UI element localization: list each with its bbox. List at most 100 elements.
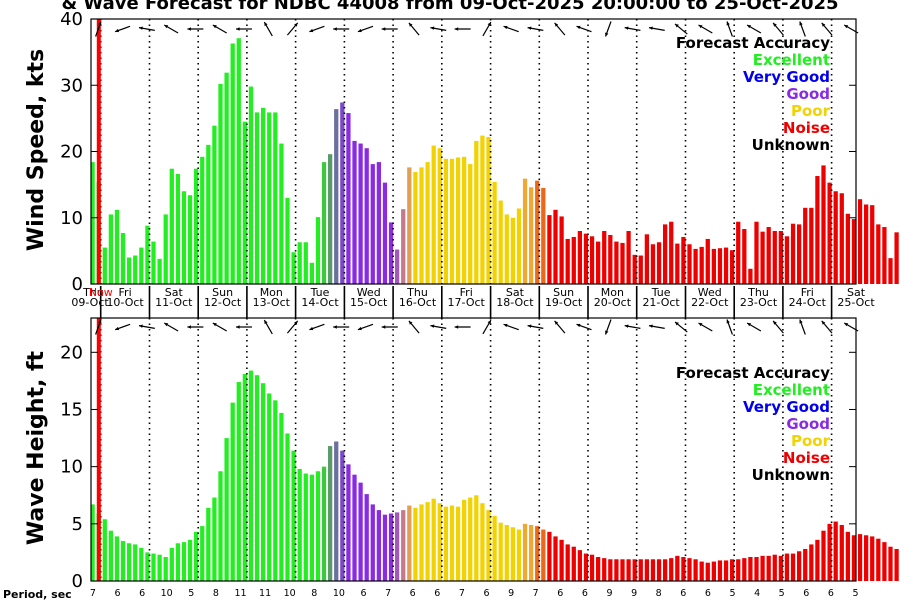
wind-direction-arrow (746, 24, 762, 34)
wind-direction-arrow (286, 22, 299, 36)
wave-height-bar (857, 534, 863, 581)
wind-speed-bar (358, 143, 363, 284)
wave-height-bar (462, 499, 467, 581)
wave-height-bar (492, 515, 497, 581)
wind-speed-bar (827, 182, 832, 284)
wind-speed-bar (894, 232, 899, 284)
wave-direction-arrow (674, 321, 688, 333)
wave-height-tick-label: 15 (60, 399, 83, 420)
wind-speed-bar (809, 207, 814, 284)
wind-speed-bar (888, 258, 893, 284)
wind-speed-bar (157, 258, 162, 284)
wave-height-bar (133, 544, 138, 581)
wave-height-bar (772, 554, 777, 581)
wind-speed-tick-label: 40 (60, 9, 83, 30)
wave-direction-arrow (482, 319, 492, 335)
wave-height-bar (559, 539, 564, 581)
wind-speed-bar (754, 221, 759, 284)
wave-height-bar (845, 531, 850, 581)
wave-direction-arrow (187, 325, 204, 329)
wave-height-bar (455, 506, 461, 581)
wind-speed-bar (486, 136, 491, 284)
wave-direction-arrow (430, 324, 447, 329)
wind-speed-bar (206, 144, 211, 285)
wave-height-bar (303, 473, 308, 581)
day-date-label: 14-Oct (301, 296, 339, 309)
period-value: 6 (360, 588, 366, 599)
wind-speed-bar (455, 157, 461, 284)
wave-height-bar (321, 466, 327, 581)
wave-height-bar (194, 531, 199, 581)
wind-speed-bar (815, 176, 820, 284)
wave-height-bar (711, 561, 716, 581)
wind-speed-bar (352, 140, 357, 284)
wave-height-bar (650, 559, 656, 581)
wind-speed-bar (449, 158, 455, 284)
legend-title: Forecast Accuracy (676, 364, 830, 382)
period-value: 7 (533, 588, 539, 599)
wind-direction-arrow (138, 26, 155, 31)
wave-direction-arrow (236, 325, 252, 329)
wind-direction-arrow (482, 21, 492, 37)
wind-speed-bar (474, 140, 479, 284)
wind-speed-bar (133, 255, 138, 284)
wave-direction-arrow (309, 323, 325, 331)
wind-speed-bar (437, 148, 442, 284)
day-date-label: 09-Oct (71, 296, 109, 309)
wind-speed-bar (431, 145, 436, 284)
wind-speed-bar (395, 249, 400, 284)
wave-height-bar (468, 497, 473, 581)
wind-speed-bar (845, 213, 850, 284)
wind-speed-bar (273, 112, 278, 284)
wind-speed-bar (839, 193, 844, 284)
wind-direction-arrows (95, 21, 859, 37)
wind-direction-arrow (263, 21, 273, 37)
day-name-label: Wed (698, 286, 722, 299)
wind-speed-bar (498, 200, 503, 284)
day-date-label: 20-Oct (594, 296, 632, 309)
wave-height-bar (687, 558, 692, 581)
legend-item-very-good: Very Good (743, 68, 830, 86)
wave-direction-arrow (604, 319, 612, 335)
day-date-label: 24-Oct (789, 296, 827, 309)
day-date-label: 13-Oct (253, 296, 291, 309)
wave-height-bar (218, 471, 223, 581)
wind-speed-bar (364, 148, 369, 284)
wind-speed-tick-label: 0 (72, 274, 83, 295)
wave-height-bar (181, 542, 187, 581)
wave-direction-arrow (698, 322, 713, 332)
wave-height-bar (145, 552, 150, 581)
wind-speed-bar (730, 250, 735, 284)
period-value: 6 (705, 588, 711, 599)
wind-speed-bar (632, 254, 637, 284)
wave-height-bar (833, 521, 838, 581)
wave-height-bar (815, 539, 820, 581)
wave-direction-arrow (503, 323, 519, 331)
wave-height-bar (888, 546, 893, 581)
wind-direction-arrow (624, 26, 641, 31)
wind-speed-bar (577, 231, 582, 284)
wind-speed-bar (114, 209, 120, 284)
wave-height-bar (656, 559, 662, 581)
wind-speed-bar (236, 38, 241, 285)
wave-height-bar (541, 529, 546, 581)
wave-height-bar (522, 523, 528, 581)
wave-height-bar (614, 559, 619, 581)
wind-speed-bar (212, 125, 217, 284)
day-name-label: Tue (310, 286, 330, 299)
wave-plot-frame (90, 317, 857, 582)
wind-speed-bar (857, 199, 863, 284)
wind-speed-bar (254, 112, 260, 284)
legend-item-very-good: Very Good (743, 398, 830, 416)
wave-height-bar (163, 556, 168, 581)
legend-item-poor: Poor (791, 102, 831, 120)
wave-height-bar (717, 560, 723, 581)
wind-speed-tick-label: 20 (60, 142, 83, 163)
wave-height-bar (577, 550, 582, 581)
wind-direction-arrow (212, 24, 227, 34)
wave-height-bar (498, 522, 503, 581)
wave-height-bar (108, 530, 114, 581)
wave-height-bar (175, 543, 181, 581)
